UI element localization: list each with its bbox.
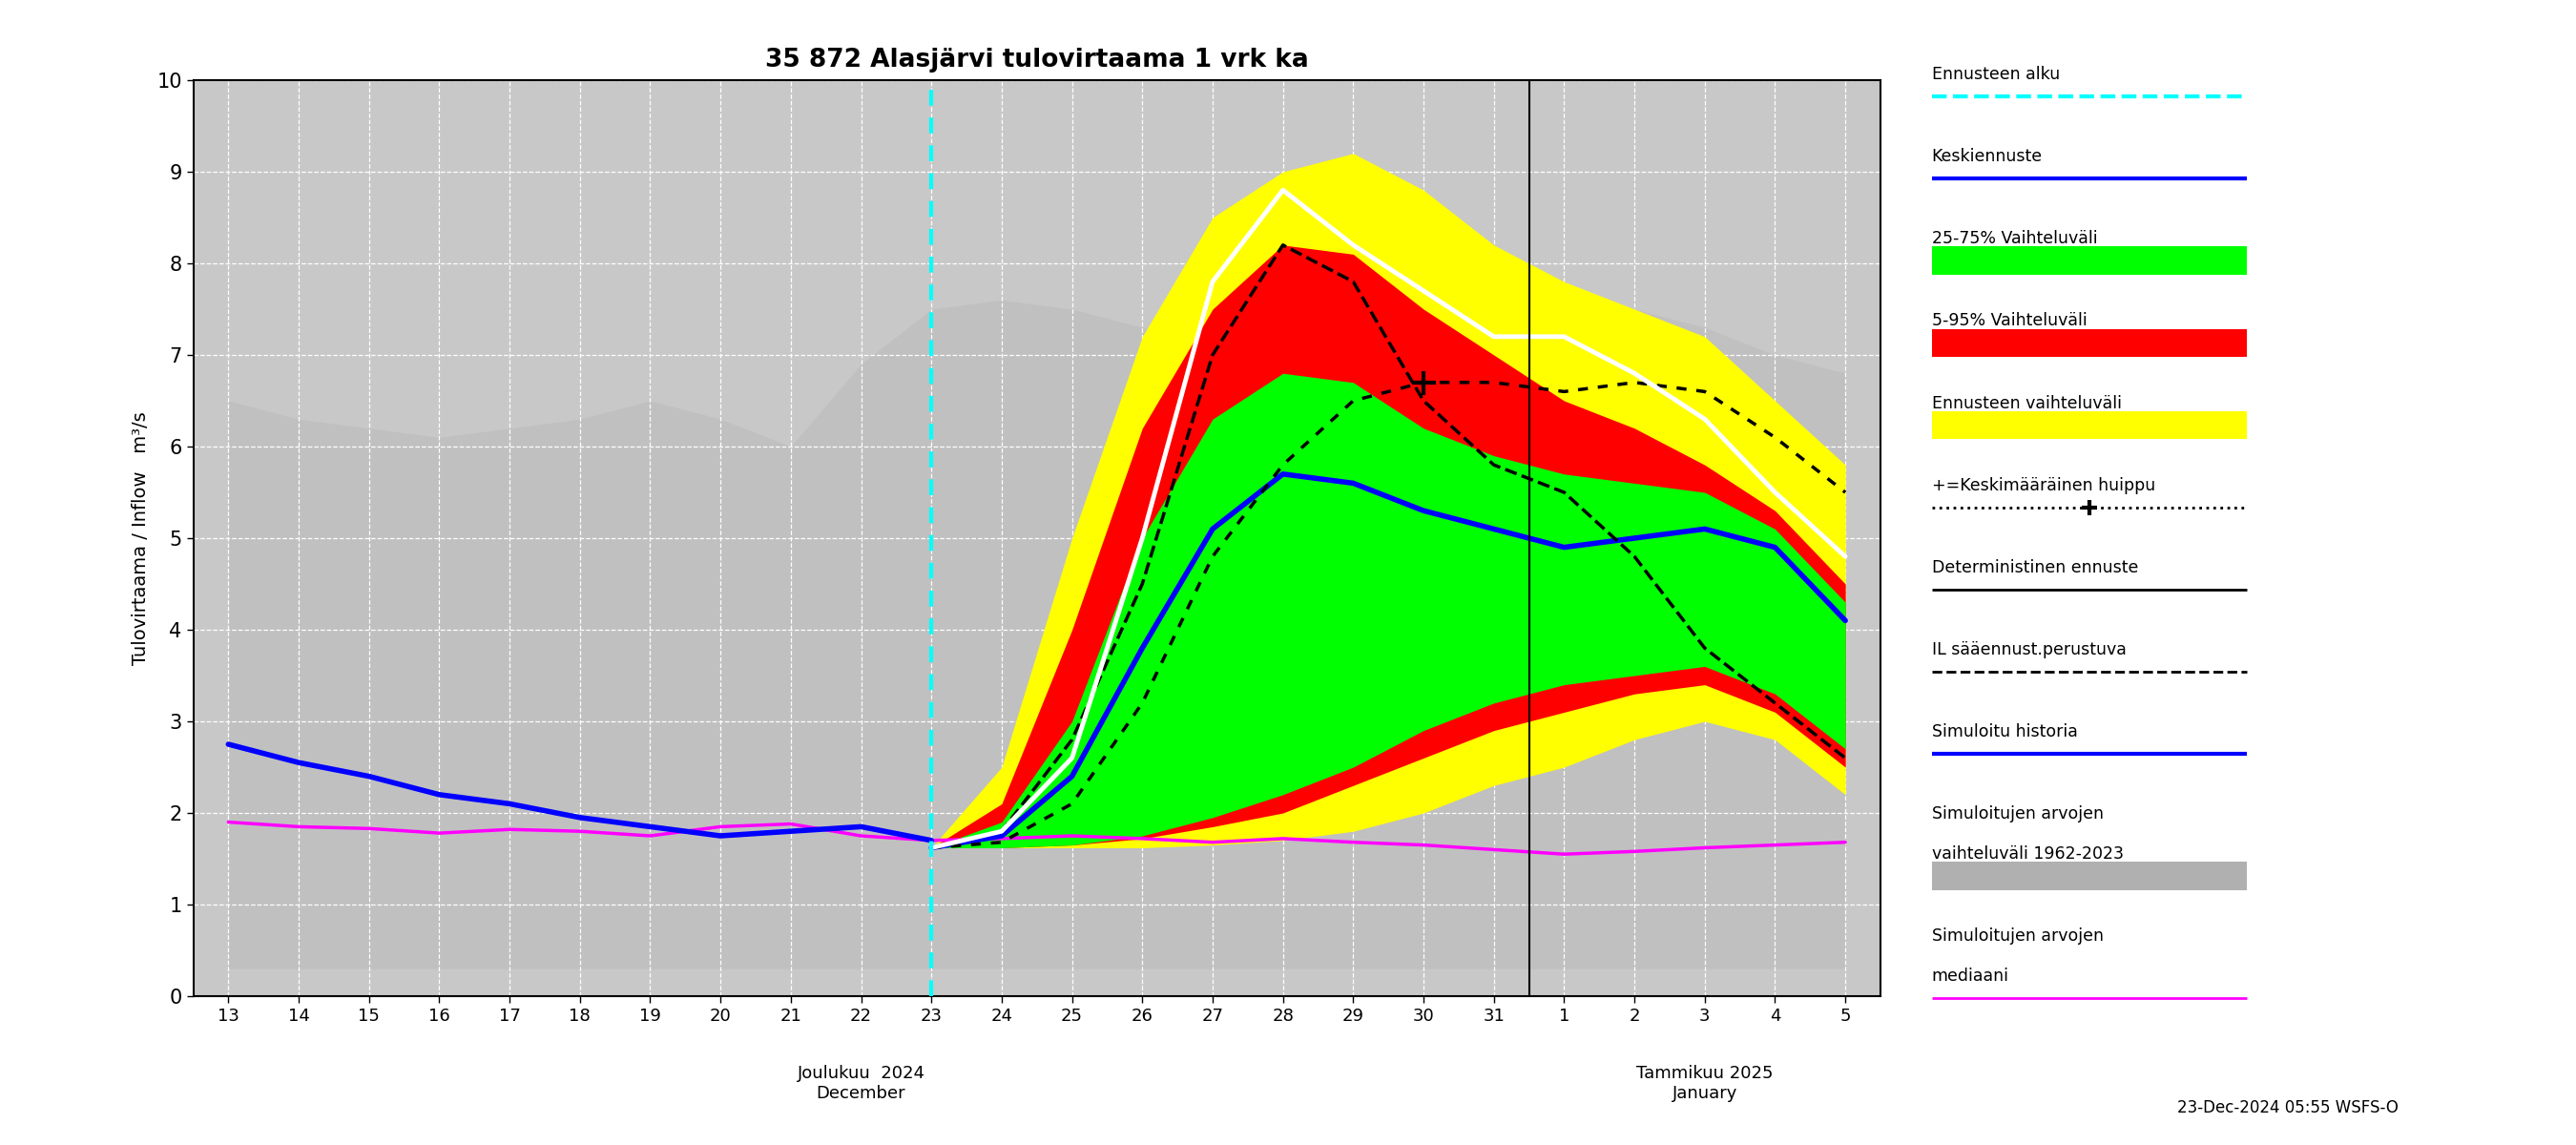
Text: Simuloitujen arvojen: Simuloitujen arvojen [1932, 805, 2105, 822]
Text: Deterministinen ennuste: Deterministinen ennuste [1932, 559, 2138, 576]
Text: 5-95% Vaihteluväli: 5-95% Vaihteluväli [1932, 313, 2087, 330]
Text: Ennusteen vaihteluväli: Ennusteen vaihteluväli [1932, 395, 2123, 412]
Text: vaihteluväli 1962-2023: vaihteluväli 1962-2023 [1932, 845, 2123, 862]
Y-axis label: Tulovirtaama / Inflow   m³/s: Tulovirtaama / Inflow m³/s [131, 411, 149, 665]
Text: IL sääennust.perustuva: IL sääennust.perustuva [1932, 641, 2125, 658]
Text: Simuloitujen arvojen: Simuloitujen arvojen [1932, 927, 2105, 945]
Text: mediaani: mediaani [1932, 968, 2009, 985]
FancyBboxPatch shape [1932, 329, 2246, 357]
FancyBboxPatch shape [1932, 862, 2246, 890]
Text: Keskiennuste: Keskiennuste [1932, 148, 2043, 165]
Text: Simuloitu historia: Simuloitu historia [1932, 724, 2079, 741]
Title: 35 872 Alasjärvi tulovirtaama 1 vrk ka: 35 872 Alasjärvi tulovirtaama 1 vrk ka [765, 48, 1309, 72]
Text: 23-Dec-2024 05:55 WSFS-O: 23-Dec-2024 05:55 WSFS-O [2177, 1099, 2398, 1116]
Text: Tammikuu 2025
January: Tammikuu 2025 January [1636, 1065, 1772, 1103]
Text: +=Keskimääräinen huippu: +=Keskimääräinen huippu [1932, 476, 2156, 493]
Text: Joulukuu  2024
December: Joulukuu 2024 December [796, 1065, 925, 1103]
FancyBboxPatch shape [1932, 411, 2246, 440]
Text: 25-75% Vaihteluväli: 25-75% Vaihteluväli [1932, 230, 2097, 247]
FancyBboxPatch shape [1932, 246, 2246, 275]
Text: Ennusteen alku: Ennusteen alku [1932, 66, 2061, 84]
